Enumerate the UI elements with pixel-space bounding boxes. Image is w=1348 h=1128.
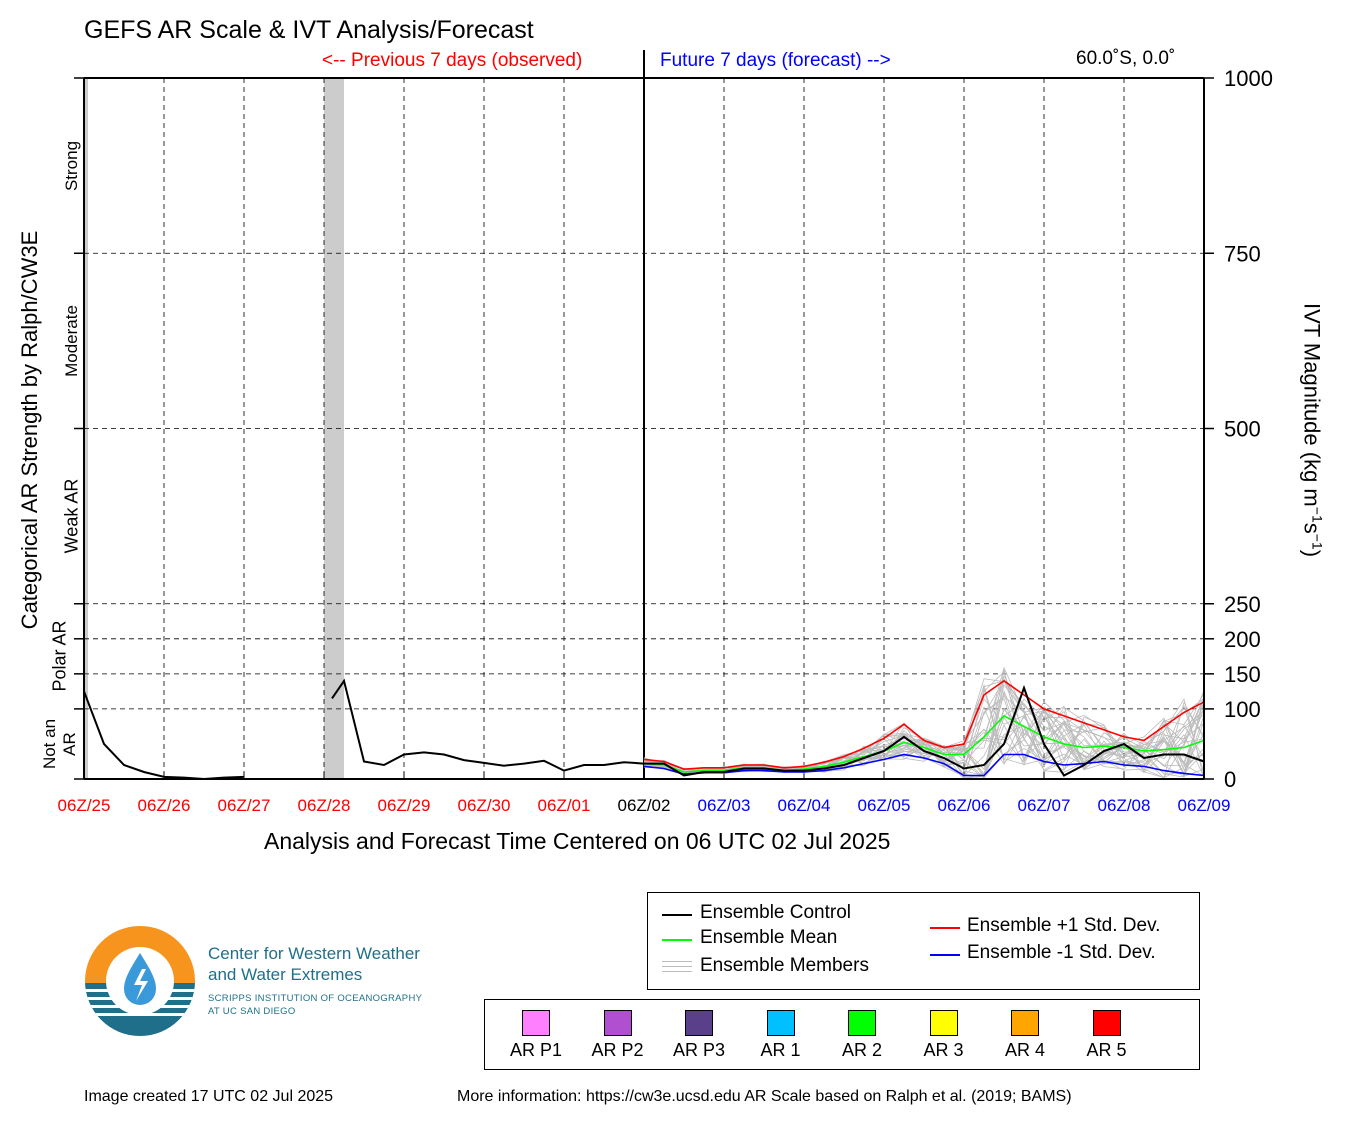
legend: Ensemble Control Ensemble Mean Ensemble …	[647, 892, 1200, 990]
category-label: Polar AR	[49, 620, 70, 692]
previous-period-label: <-- Previous 7 days (observed)	[322, 50, 583, 71]
y-tick-label: 500	[1224, 417, 1261, 442]
x-tick-label: 06Z/30	[458, 796, 511, 815]
x-tick-label: 06Z/29	[378, 796, 431, 815]
series-ensemble-1-std-dev-	[643, 679, 1205, 771]
ar-scale-label: AR 5	[1086, 1040, 1127, 1060]
ar-scale-label: AR P3	[672, 1040, 726, 1060]
ar-scale-label: AR 3	[923, 1040, 964, 1060]
ensemble-member-line	[643, 678, 1205, 779]
legend-members-label: Ensemble Members	[700, 955, 869, 976]
x-tick-label: 06Z/07	[1018, 796, 1071, 815]
legend-plus-sd-swatch	[930, 927, 960, 929]
ar-scale-item: AR P1	[491, 1010, 581, 1061]
x-tick-label: 06Z/28	[298, 796, 351, 815]
ar-scale-item: AR 3	[899, 1010, 989, 1061]
x-axis-label: Analysis and Forecast Time Centered on 0…	[264, 828, 891, 854]
logo-subtitle-line1: SCRIPPS INSTITUTION OF OCEANOGRAPHY	[208, 993, 423, 1004]
y-tick-label: 100	[1224, 697, 1261, 722]
x-tick-label: 06Z/09	[1178, 796, 1231, 815]
x-tick-label: 06Z/08	[1098, 796, 1151, 815]
legend-mean-label: Ensemble Mean	[700, 927, 838, 948]
logo-name-line1: Center for Western Weather	[208, 944, 420, 963]
y-axis-right-label: IVT Magnitude (kg m−1s−1)	[1299, 302, 1326, 558]
legend-control-swatch	[662, 914, 692, 916]
image-created-note: Image created 17 UTC 02 Jul 2025	[84, 1088, 334, 1105]
ar-scale-swatch	[603, 1010, 632, 1036]
category-label: Weak AR	[61, 478, 82, 554]
chart-title: GEFS AR Scale & IVT Analysis/Forecast	[84, 16, 534, 44]
observed-line	[331, 678, 645, 772]
ensemble-member-line	[643, 687, 1205, 777]
x-tick-label: 06Z/05	[858, 796, 911, 815]
ar-scale-swatch	[1092, 1010, 1121, 1036]
ensemble-member-line	[643, 689, 1205, 777]
category-label: Moderate	[62, 304, 81, 377]
x-tick-label: 06Z/27	[218, 796, 271, 815]
ar-scale-label: AR 2	[841, 1040, 883, 1060]
ar-scale-item: AR P3	[654, 1010, 744, 1061]
legend-minus-sd-swatch	[930, 954, 960, 956]
legend-plus-sd-label: Ensemble +1 Std. Dev.	[967, 915, 1161, 936]
ivt-chart: 06Z/25 06Z/26 06Z/27 06Z/28 06Z/29 06Z/30 06Z/…	[58, 50, 1273, 815]
ar-scale-swatch	[766, 1010, 795, 1036]
legend-members-swatch-3	[662, 971, 692, 972]
y-tick-label: 250	[1224, 592, 1261, 617]
x-tick-label: 06Z/03	[698, 796, 751, 815]
ar-scale-swatch	[1011, 1010, 1039, 1036]
x-tick-label: 06Z/02	[618, 796, 671, 815]
ar-scale-swatch	[848, 1010, 876, 1036]
ar-scale-swatch	[522, 1010, 550, 1036]
y-tick-label: 750	[1224, 241, 1261, 266]
category-label: Not an AR	[40, 718, 79, 769]
cw3e-logo-icon	[85, 926, 195, 1036]
ensemble-member-line	[643, 683, 1205, 777]
x-tick-label: 06Z/06	[938, 796, 991, 815]
cw3e-logo	[84, 925, 196, 1042]
x-tick-label: 06Z/26	[138, 796, 191, 815]
y-tick-label: 1000	[1224, 66, 1273, 91]
ar-scale-item: AR 5	[1062, 1010, 1152, 1061]
legend-members-swatch-2	[662, 966, 692, 967]
x-tick-label: 06Z/25	[58, 796, 111, 815]
y-tick-label: 0	[1224, 767, 1236, 792]
y-tick-label: 150	[1224, 662, 1261, 687]
ar-scale-item: AR 1	[736, 1010, 826, 1061]
legend-mean-swatch	[662, 939, 692, 941]
ar-scale-label: AR P1	[509, 1040, 563, 1060]
ar-scale-swatch	[929, 1010, 958, 1036]
ar-scale-label: AR 1	[760, 1040, 801, 1060]
ensemble-member-line	[643, 698, 1205, 778]
ar-scale-label: AR P2	[591, 1040, 644, 1060]
ar-scale-item: AR 2	[817, 1010, 907, 1061]
location-label: 60.0˚S, 0.0˚	[1076, 48, 1176, 69]
ar-scale-legend: AR P1 AR P2 AR P3 AR 1 AR 2 AR 3 AR 4 AR 5	[484, 999, 1200, 1070]
legend-minus-sd-label: Ensemble -1 Std. Dev.	[967, 942, 1156, 963]
logo-name-line2: and Water Extremes	[208, 965, 363, 984]
series-ensemble-1-std-dev-	[643, 753, 1205, 777]
legend-members-swatch	[662, 961, 692, 962]
more-info-note: More information: https://cw3e.ucsd.edu …	[457, 1088, 1072, 1105]
series-ensemble-control	[644, 684, 1205, 777]
future-period-label: Future 7 days (forecast) -->	[660, 50, 891, 71]
y-axis-left-label: Categorical AR Strength by Ralph/CW3E	[17, 230, 42, 630]
y-tick-label: 200	[1224, 627, 1261, 652]
ar-scale-item: AR P2	[573, 1010, 663, 1061]
ar-scale-item: AR 4	[980, 1010, 1070, 1061]
x-tick-label: 06Z/04	[778, 796, 831, 815]
x-tick-label: 06Z/01	[538, 796, 591, 815]
ar-scale-swatch	[685, 1010, 713, 1036]
category-label: Strong	[62, 140, 81, 191]
logo-subtitle-line2: AT UC SAN DIEGO	[208, 1006, 296, 1017]
legend-control-label: Ensemble Control	[700, 902, 852, 923]
ar-scale-label: AR 4	[1004, 1040, 1046, 1060]
ensemble-member-line	[643, 705, 1205, 771]
